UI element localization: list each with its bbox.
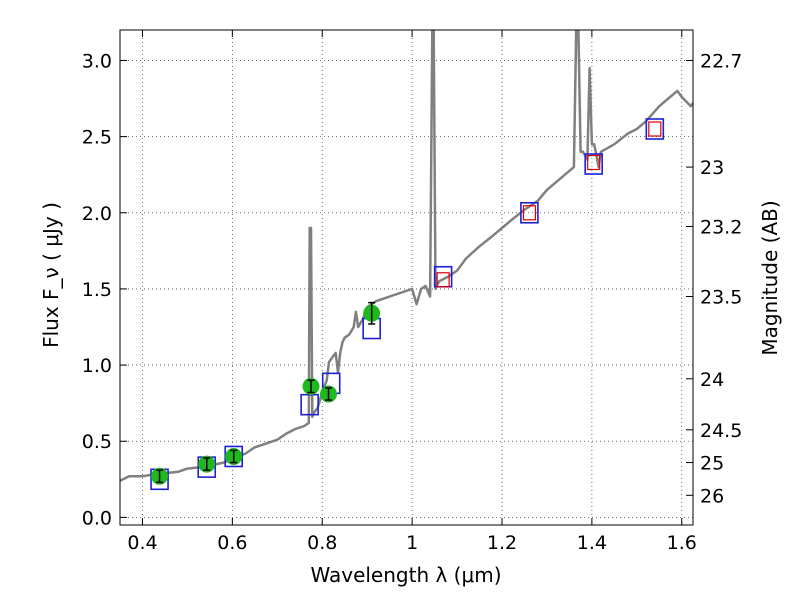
- upper-estimate-marker: [648, 121, 662, 137]
- y2-tick-label: 25: [700, 453, 724, 475]
- y2-tick-label: 23.2: [700, 216, 742, 238]
- y2-tick-label: 22.7: [700, 50, 742, 72]
- x-axis-title: Wavelength λ (μm): [310, 563, 501, 587]
- y-tick-label: 0.5: [82, 431, 112, 453]
- y-tick-label: 0.0: [82, 507, 112, 529]
- y2-tick-label: 23: [700, 157, 724, 179]
- model-spectrum-line: [120, 30, 693, 482]
- model-band-marker: [520, 201, 539, 224]
- y-tick-label: 3.0: [82, 50, 112, 72]
- model-band-marker: [645, 118, 665, 140]
- upper-estimate-marker: [587, 154, 601, 171]
- y2-tick-label: 24.5: [700, 420, 742, 442]
- grid-layer: [120, 30, 693, 525]
- x-tick-label: 1.4: [577, 532, 607, 554]
- upper-estimate-marker: [522, 205, 537, 221]
- y-axis-title: Flux F_ν ( μJy ): [39, 202, 63, 348]
- plot-frame: [119, 29, 694, 526]
- x-tick-label: 1.2: [487, 532, 517, 554]
- y-tick-label: 1.5: [82, 279, 112, 301]
- y2-tick-label: 26: [700, 485, 724, 507]
- series-layer: [120, 30, 693, 491]
- axes-layer: 0.4 0.6 0.8 1 1.2 1.4 1.6 0.0 0.5 1.0 1.5 2.0 2.5 3.0…: [82, 29, 742, 554]
- x-tick-label: 1: [406, 532, 418, 554]
- y-tick-label: 2.0: [82, 203, 112, 225]
- x-tick-label: 0.8: [307, 532, 337, 554]
- x-tick-label: 1.6: [667, 532, 697, 554]
- x-tick-label: 0.6: [217, 532, 247, 554]
- model-band-marker: [584, 153, 603, 175]
- y-tick-label: 2.5: [82, 127, 112, 149]
- upper-estimate-marker: [436, 272, 450, 288]
- y2-tick-label: 24: [700, 369, 724, 391]
- y-tick-label: 1.0: [82, 355, 112, 377]
- y2-tick-label: 23.5: [700, 287, 742, 309]
- x-tick-label: 0.4: [127, 532, 157, 554]
- y2-axis-title: Magnitude (AB): [758, 200, 782, 355]
